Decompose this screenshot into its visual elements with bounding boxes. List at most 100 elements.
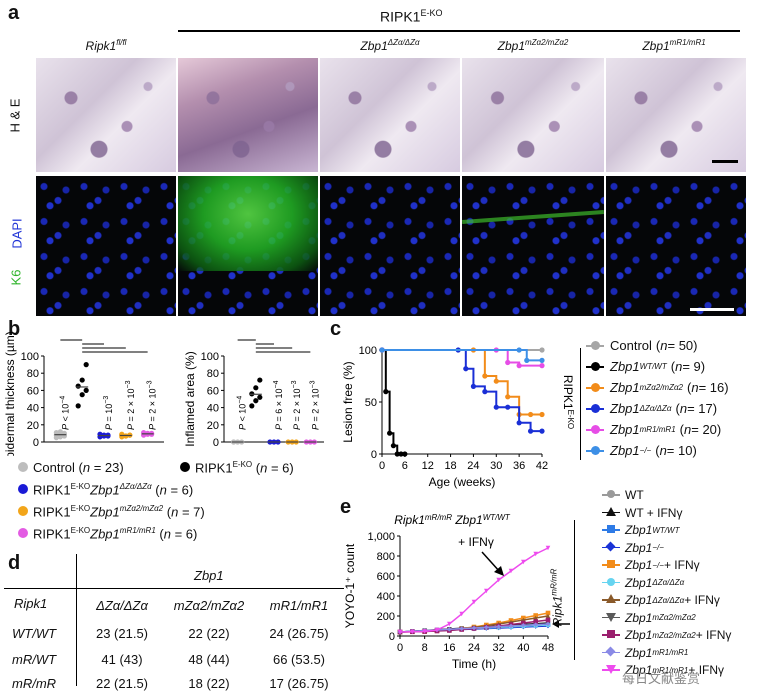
legend-n-label: n: [679, 401, 688, 416]
series-point: [459, 611, 464, 617]
legend-item: Zbp1 mR1/mR1(n = 20): [586, 422, 721, 437]
series-point: [398, 451, 404, 457]
panel-e-chart: 0 200 400 600 800 1,000 0 8 16 24 32 40 48 Time (h) YO…: [343, 513, 570, 671]
legend-item: Control (n = 23): [18, 460, 124, 475]
legend-open: (: [655, 338, 661, 353]
legend-open: (: [675, 401, 680, 416]
legend-n: = 17): [687, 401, 718, 416]
series-point: [505, 404, 511, 410]
p-value-label: P = 2 × 10−3: [309, 380, 320, 430]
series-line: [382, 349, 542, 433]
k6-image-3: [320, 176, 460, 316]
panel-e-legend: Ripk1mR/mR WT WT + IFNγ Zbp1 WT/WT Zbp1 −/− Zbp…: [549, 486, 778, 692]
legend-item: Zbp1 mZα2/mZα2 (n = 16): [586, 380, 729, 395]
series-point: [527, 428, 534, 434]
series-point: [496, 624, 501, 629]
legend-line: [602, 612, 620, 622]
legend-n: = 10): [666, 443, 697, 458]
x-tick-label: 36: [513, 460, 525, 472]
x-tick-label: 48: [542, 642, 554, 654]
data-point: [249, 403, 255, 409]
legend-item: Zbp1 mZα2/mZα2: [602, 611, 696, 625]
legend-name: Zbp1: [610, 422, 640, 437]
legend-item: WT: [602, 488, 644, 502]
legend-item: Zbp1 −/−(n = 10): [586, 443, 697, 458]
x-tick-label: 24: [467, 460, 479, 472]
he-image-3: [320, 58, 460, 172]
table-cell-2-2: 48 (44): [188, 652, 230, 667]
legend-n-label: n: [659, 443, 667, 458]
legend-open: (: [670, 359, 676, 374]
y-axis-label: Lesion free (%): [341, 361, 355, 442]
legend-item: Zbp1 WT/WT(n = 9): [586, 359, 705, 374]
annotation-arrow: [481, 551, 501, 573]
table-col-group: Zbp1: [194, 568, 224, 583]
x-tick-label: 16: [443, 642, 455, 654]
legend-rest: = 6): [267, 460, 294, 476]
legend-item: Zbp1 mR1/mR1: [602, 646, 688, 660]
x-tick-label: 18: [444, 460, 456, 472]
series-point: [505, 359, 511, 366]
k6-image-1: [36, 176, 176, 316]
legend-line: [602, 630, 620, 639]
legend-marker: [606, 665, 616, 675]
column-header-5: Zbp1mR1/mR1: [642, 38, 706, 53]
legend-line: [586, 340, 604, 350]
legend-name: Zbp1: [625, 575, 653, 590]
panel-c-chart: 0 50 100 0 6 12 18 24 30 36 42 Age (weeks) Lesion fr…: [341, 345, 575, 489]
x-tick-label: 6: [402, 460, 408, 472]
series-point: [533, 613, 538, 618]
panel-b-label: b: [8, 318, 21, 340]
table-cell-3-1: 22 (21.5): [95, 676, 149, 691]
legend-text: RIPK1: [33, 526, 71, 542]
y-tick-label: 600: [377, 571, 395, 583]
y-tick-label: 800: [377, 551, 395, 563]
legend-name: Zbp1: [625, 540, 653, 555]
series-line: [382, 349, 405, 455]
series-point: [545, 610, 551, 616]
legend-line: [602, 490, 620, 499]
series-point: [539, 347, 545, 353]
legend-post: + IFNγ: [695, 628, 732, 642]
panel-b-charts: 0 20 40 60 80 100 Epidermal thickness (µm) P < …: [3, 331, 324, 456]
legend-item: Zbp1 mR1/mR1 + IFNγ: [602, 663, 724, 677]
legend-n-label: n: [675, 359, 683, 374]
legend-item: RIPK1E-KOZbp1mZα2/mZα2 (n = 7): [18, 504, 205, 519]
series-point: [484, 625, 489, 630]
legend-marker: [591, 403, 600, 413]
legend-line: [602, 594, 620, 604]
legend-after: (: [252, 460, 261, 476]
legend-name: Zbp1: [625, 645, 653, 660]
legend-line: [602, 646, 620, 657]
series-point: [397, 629, 403, 635]
y-tick-label: 400: [377, 591, 395, 603]
p-value-label: P = 2 × 10−3: [147, 380, 158, 430]
legend-marker: [18, 528, 28, 539]
data-point: [75, 383, 81, 389]
p-value-label: P = 6 × 10−4: [273, 380, 284, 430]
table-col-2: mZα2/mZα2: [173, 598, 245, 613]
legend-item: Zbp1 ΔZα/ΔZα: [602, 576, 684, 590]
series-line: [382, 349, 542, 416]
panel-e-label: e: [340, 496, 352, 518]
y-tick-label: 50: [365, 397, 377, 409]
legend-text: Control (: [33, 460, 83, 475]
he-image-1: [36, 58, 176, 172]
legend-sup: ΔZα/ΔZα: [639, 404, 672, 413]
legend-after: (: [151, 482, 160, 498]
annotation-line1: Ripk1mR/mR Zbp1WT/WT: [394, 513, 511, 527]
x-tick-label: 0: [397, 642, 403, 654]
series-point: [524, 357, 530, 363]
x-tick-label: 42: [536, 460, 548, 472]
legend-bracket-line: [574, 520, 575, 660]
table-row-1-name: WT/WT: [12, 626, 57, 641]
series-point: [390, 443, 397, 449]
k6-image-5: [606, 176, 746, 316]
legend-sup: ΔZα/ΔZα: [652, 578, 685, 587]
table-row-group: Ripk1: [14, 596, 48, 611]
p-value-label: P = 2 × 10−3: [291, 380, 302, 430]
series-point: [447, 627, 452, 632]
y-tick-label: 100: [21, 351, 39, 363]
data-point: [253, 385, 259, 391]
y-tick-label: 80: [27, 368, 39, 380]
